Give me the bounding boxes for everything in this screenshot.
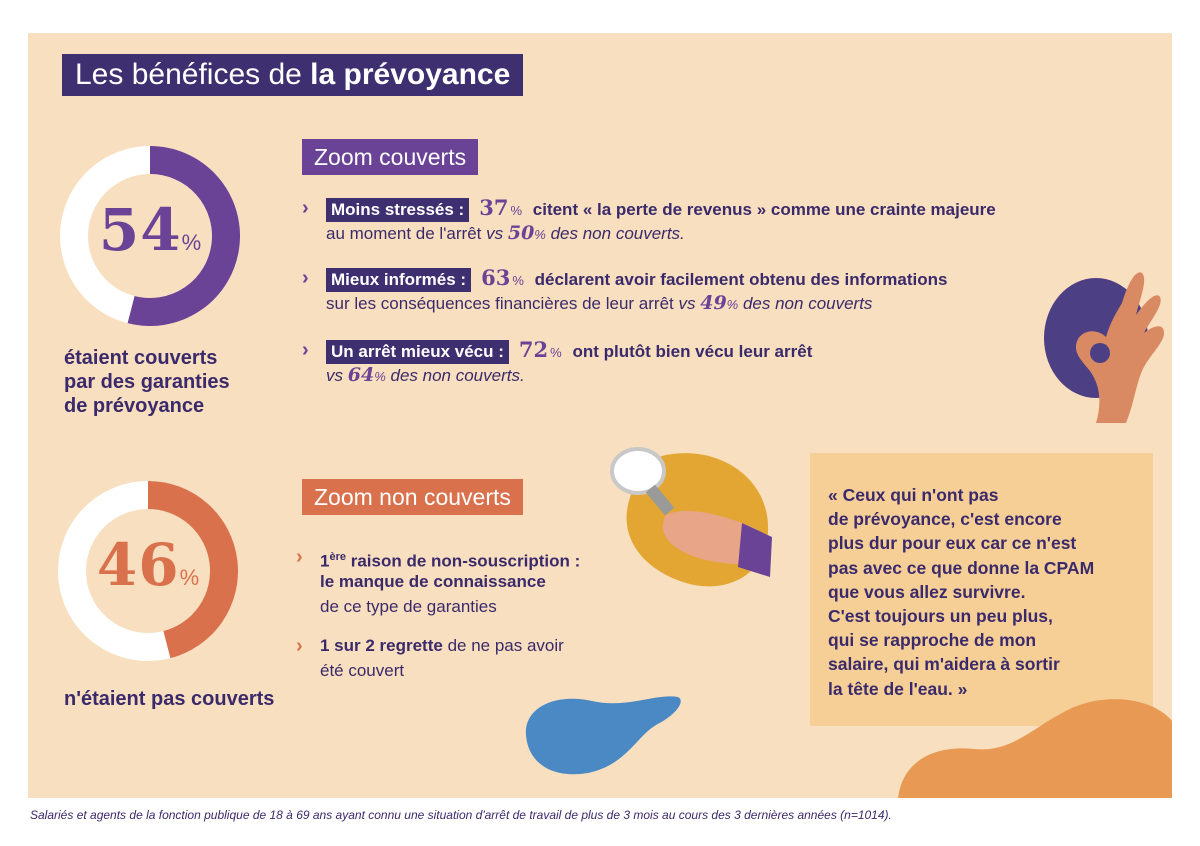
uncovered-caption: n'étaient pas couverts: [64, 688, 275, 710]
covered-item-3-tag: Un arrêt mieux vécu :: [326, 340, 509, 364]
covered-item-2-text: déclarent avoir facilement obtenu des in…: [534, 270, 948, 289]
uncovered-item-1-plain: de ce type de garanties: [320, 597, 497, 616]
covered-item-1-vs: vs: [486, 224, 504, 243]
title-light: Les bénéfices de: [75, 58, 311, 91]
covered-caption-line: étaient couverts: [64, 347, 218, 369]
covered-item-3-line1: Un arrêt mieux vécu : 72% ont plutôt bien…: [326, 338, 812, 365]
covered-item-3: › Un arrêt mieux vécu : 72% ont plutôt bi…: [302, 338, 1102, 388]
page-title: Les bénéfices de la prévoyance: [62, 54, 524, 96]
covered-item-1-unit: %: [510, 203, 523, 218]
orange-blob-decoration: [898, 699, 1172, 798]
covered-item-1-compare-text: des non couverts.: [550, 224, 685, 243]
chevron-right-icon: ›: [302, 339, 309, 361]
covered-item-2-context: sur les conséquences financières de leur…: [326, 294, 674, 313]
covered-item-1-line1: Moins stressés : 37% citent « la perte de…: [326, 196, 996, 223]
covered-item-2-number: 63: [481, 265, 511, 290]
covered-item-2-line1: Mieux informés : 63% déclarent avoir faci…: [326, 266, 947, 293]
donut-uncovered-unit: %: [179, 565, 200, 590]
covered-item-2-compare-number: 49: [700, 292, 727, 314]
uncovered-item-2-plain1: de ne pas avoir: [447, 636, 564, 655]
covered-item-2-tag: Mieux informés :: [326, 268, 472, 292]
covered-item-1-context: au moment de l'arrêt: [326, 224, 482, 243]
chevron-right-icon: ›: [302, 197, 309, 219]
uncovered-item-2-bold: 1 sur 2 regrette: [320, 636, 443, 655]
donut-uncovered-value: 46%: [58, 531, 238, 599]
donut-uncovered-number: 46: [96, 531, 180, 599]
chevron-right-icon: ›: [302, 267, 309, 289]
covered-item-1-compare-number: 50: [507, 222, 535, 244]
chevron-right-icon: ›: [296, 635, 303, 657]
covered-item-1-number: 37: [479, 195, 509, 220]
donut-covered-value: 54%: [60, 196, 240, 264]
zoom-covered-heading: Zoom couverts: [302, 139, 479, 175]
covered-item-1: › Moins stressés : 37% citent « la perte …: [302, 196, 1102, 246]
uncovered-item-1-rank-suffix: ère: [329, 551, 346, 563]
footnote: Salariés et agents de la fonction publiq…: [30, 808, 892, 822]
donut-uncovered-arc: [147, 481, 238, 659]
covered-item-2-vs: vs: [678, 294, 696, 313]
donut-covered-chart: [60, 146, 240, 326]
covered-item-1-tag: Moins stressés :: [326, 198, 470, 222]
uncovered-item-1-line1: 1ère raison de non-souscription :: [320, 545, 580, 574]
ok-hand-icon: [1044, 272, 1164, 423]
blue-blob-decoration: [525, 696, 681, 775]
magnifier-icon: [610, 447, 772, 587]
covered-item-2: › Mieux informés : 63% déclarent avoir fa…: [302, 266, 1102, 316]
quote-text: « Ceux qui n'ont pas de prévoyance, c'es…: [828, 485, 1095, 699]
donut-uncovered: 46%: [58, 481, 238, 661]
covered-caption: étaient couverts par des garanties de pr…: [64, 346, 230, 418]
chevron-right-icon: ›: [296, 546, 303, 568]
covered-item-1-compare-unit: %: [534, 227, 546, 242]
covered-item-3-unit: %: [550, 345, 562, 360]
covered-item-3-number: 72: [518, 337, 549, 362]
uncovered-item-1-rank: 1: [320, 551, 330, 571]
covered-item-2-compare-text: des non couverts: [742, 294, 873, 313]
uncovered-item-2: › 1 sur 2 regrette de ne pas avoir été c…: [296, 634, 656, 684]
covered-item-3-compare-text: des non couverts.: [390, 366, 525, 385]
covered-item-2-unit: %: [512, 273, 524, 288]
covered-item-2-line2: sur les conséquences financières de leur…: [326, 291, 872, 317]
donut-covered-unit: %: [181, 230, 202, 255]
title-bold: la prévoyance: [310, 58, 511, 91]
donut-covered-arc: [127, 146, 240, 326]
covered-caption-line: par des garanties: [64, 371, 230, 393]
donut-covered-number: 54: [98, 196, 182, 264]
covered-item-3-compare-unit: %: [374, 369, 386, 384]
uncovered-item-1-bold2: le manque de connaissance: [320, 572, 546, 591]
uncovered-item-2-plain2: été couvert: [320, 661, 405, 680]
quote-box: « Ceux qui n'ont pas de prévoyance, c'es…: [810, 453, 1153, 726]
uncovered-item-1-bold1: raison de non-souscription :: [350, 551, 581, 571]
uncovered-item-1: › 1ère raison de non-souscription : le m…: [296, 545, 656, 619]
covered-item-1-text: citent « la perte de revenus » comme une…: [532, 200, 996, 219]
infographic-panel: Les bénéfices de la prévoyance 54% étaie…: [28, 33, 1172, 798]
covered-item-1-line2: au moment de l'arrêt vs 50% des non couv…: [326, 221, 685, 247]
donut-uncovered-chart: [58, 481, 238, 661]
covered-item-2-compare-unit: %: [726, 297, 739, 312]
covered-caption-line: de prévoyance: [64, 395, 205, 417]
covered-item-3-line2: vs 64% des non couverts.: [326, 363, 525, 389]
donut-covered: 54%: [60, 146, 240, 326]
uncovered-item-2-line1: 1 sur 2 regrette de ne pas avoir: [320, 634, 564, 658]
covered-item-3-compare-number: 64: [347, 364, 375, 386]
covered-item-3-text: ont plutôt bien vécu leur arrêt: [572, 342, 813, 361]
zoom-uncovered-heading: Zoom non couverts: [302, 479, 523, 515]
covered-item-3-vs: vs: [326, 366, 343, 385]
